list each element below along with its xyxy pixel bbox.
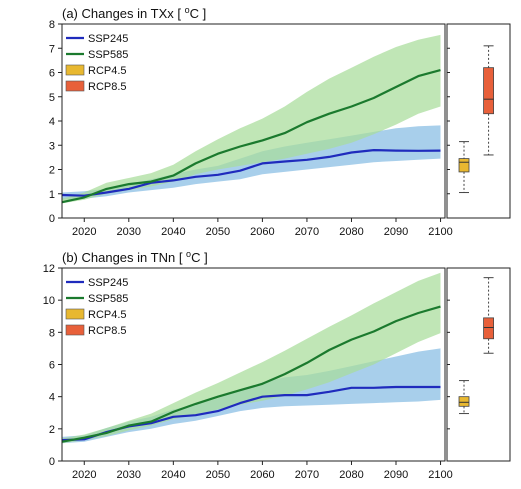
panel-b: (b) Changes in TNn [ oC ] 0 2 4 6 8 10 12 2020 2… [43,249,511,481]
y-tick-label: 8 [49,327,55,339]
legend-label: SSP585 [88,293,128,305]
x-tick-label: 2050 [206,469,230,481]
panel-a: (a) Changes in TXx [ oC ] 0 1 2 3 4 5 6 7 8 2020 2… [49,5,511,238]
x-tick-label: 2100 [428,226,452,238]
y-tick-label: 7 [49,43,55,55]
x-tick-label: 2090 [384,226,408,238]
y-tick-label: 3 [49,140,55,152]
y-tick-label: 0 [49,456,55,468]
x-tick-label: 2040 [161,469,185,481]
y-tick-label: 4 [49,392,55,404]
panel-title: (a) Changes in TXx [ oC ] [62,5,206,21]
legend-swatch [65,308,85,320]
y-tick-label: 5 [49,92,55,104]
y-tick-label: 2 [49,165,55,177]
legend-swatch [65,324,85,336]
legend-label: RCP4.5 [88,65,127,77]
x-tick-label: 2060 [250,226,274,238]
boxplot-frame [446,23,511,219]
y-tick-label: 8 [49,19,55,31]
x-tick-label: 2050 [206,226,230,238]
series-line [61,305,441,443]
legend-label: SSP245 [88,277,128,289]
y-tick-label: 4 [49,116,55,128]
legend-label: RCP8.5 [88,81,127,93]
x-tick-label: 2070 [295,226,319,238]
legend-swatch [65,64,85,76]
panel-title: (b) Changes in TNn [ oC ] [62,249,208,265]
y-tick-label: 6 [49,68,55,80]
y-tick-label: 12 [43,263,55,275]
x-tick-label: 2030 [117,226,141,238]
x-tick-label: 2020 [72,226,96,238]
y-tick-label: 0 [49,213,55,225]
x-tick-label: 2080 [339,469,363,481]
uncertainty-band [62,272,441,444]
x-tick-label: 2070 [295,469,319,481]
y-tick-label: 6 [49,360,55,372]
legend-label: SSP245 [88,33,128,45]
x-tick-label: 2090 [384,469,408,481]
legend-label: RCP8.5 [88,325,127,337]
x-tick-label: 2020 [72,469,96,481]
uncertainty-band [62,34,441,204]
boxplot-box [458,158,470,173]
y-tick-label: 2 [49,424,55,436]
boxplot-frame [446,267,511,462]
boxplot-box [483,67,494,115]
legend-swatch [65,80,85,92]
y-tick-label: 10 [43,295,55,307]
series-line [61,149,441,197]
x-tick-label: 2040 [161,226,185,238]
x-tick-label: 2030 [117,469,141,481]
boxplot-box [483,317,494,340]
x-tick-label: 2060 [250,469,274,481]
x-tick-label: 2080 [339,226,363,238]
legend-label: SSP585 [88,49,128,61]
boxplot-box [458,396,470,407]
x-tick-label: 2100 [428,469,452,481]
series-line [61,69,441,204]
y-tick-label: 1 [49,189,55,201]
legend-label: RCP4.5 [88,309,127,321]
